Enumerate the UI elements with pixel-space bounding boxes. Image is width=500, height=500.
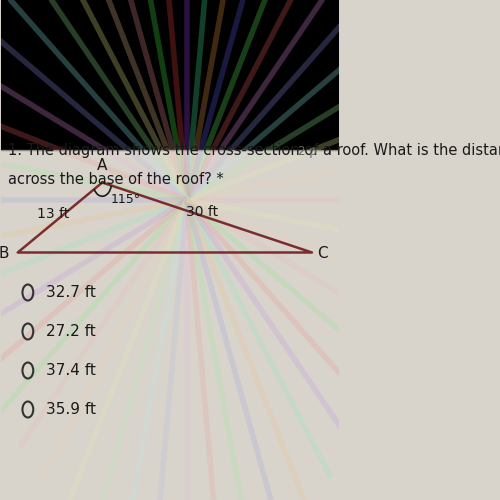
Text: 37.4 ft: 37.4 ft bbox=[46, 363, 96, 378]
Text: across the base of the roof? *: across the base of the roof? * bbox=[8, 172, 224, 188]
Text: 32.7 ft: 32.7 ft bbox=[46, 285, 96, 300]
Text: A: A bbox=[97, 158, 108, 172]
Text: 13 ft: 13 ft bbox=[37, 207, 70, 221]
Text: 2 p: 2 p bbox=[298, 144, 317, 158]
Text: 30 ft: 30 ft bbox=[186, 206, 218, 220]
Bar bbox=[1, 150, 339, 500]
Bar bbox=[1, 0, 339, 150]
Text: 27.2 ft: 27.2 ft bbox=[46, 324, 96, 339]
Text: 115°: 115° bbox=[110, 193, 141, 206]
Text: 35.9 ft: 35.9 ft bbox=[46, 402, 96, 417]
Text: 1. The diagram shows the cross-section of a roof. What is the distance BC: 1. The diagram shows the cross-section o… bbox=[8, 142, 500, 158]
Text: B: B bbox=[0, 246, 10, 262]
Text: C: C bbox=[317, 246, 328, 262]
